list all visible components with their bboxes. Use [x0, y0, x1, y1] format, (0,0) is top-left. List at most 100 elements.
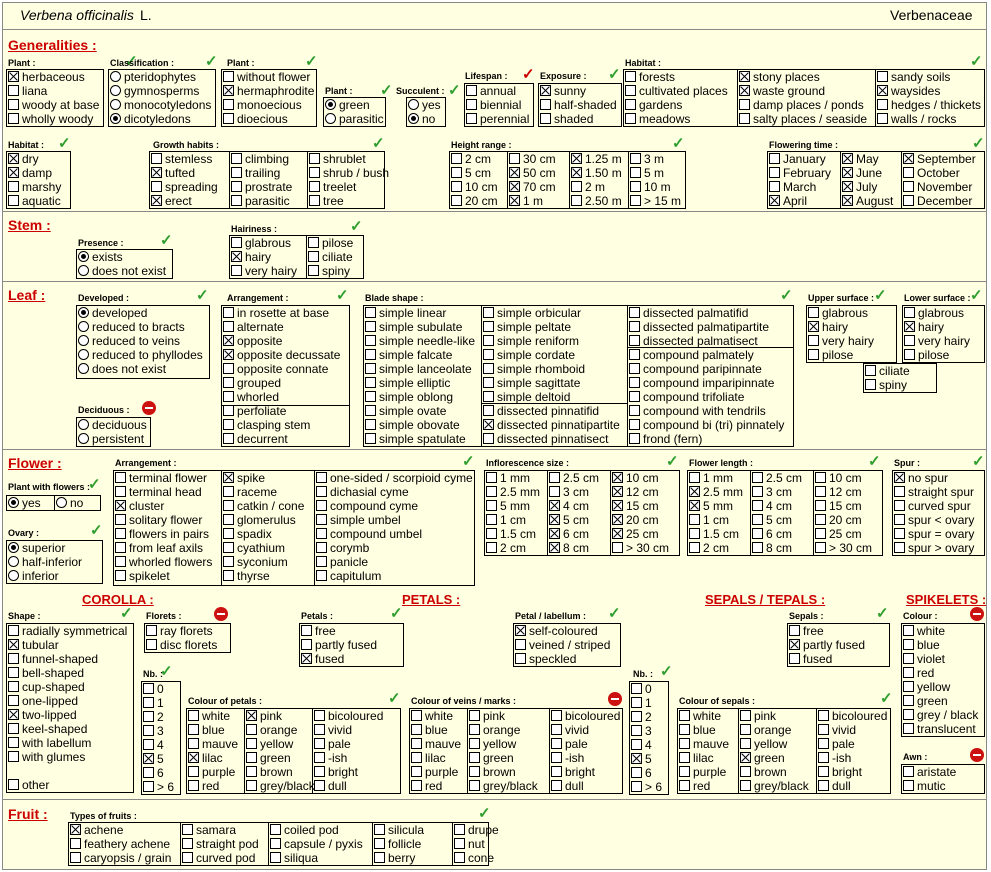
- checkbox-option-fl_length[interactable]: 2.5 cm: [752, 471, 802, 485]
- checkbox-empty-icon[interactable]: [188, 710, 199, 721]
- checkbox-empty-icon[interactable]: [188, 724, 199, 735]
- checkbox-option-leaf_blade[interactable]: frond (fern): [629, 432, 702, 446]
- radio-option-succulent[interactable]: yes: [408, 98, 441, 112]
- checkbox-option-vein_colour[interactable]: blue: [411, 723, 448, 737]
- checkbox-crossed-icon[interactable]: [769, 195, 780, 206]
- checkbox-option-growth[interactable]: erect: [151, 194, 192, 208]
- checkbox-crossed-icon[interactable]: [549, 528, 560, 539]
- checkbox-option-fl_length[interactable]: 15 cm: [815, 499, 862, 513]
- checkbox-crossed-icon[interactable]: [739, 85, 750, 96]
- checkbox-empty-icon[interactable]: [143, 683, 154, 694]
- checkbox-empty-icon[interactable]: [469, 710, 480, 721]
- checkbox-option-sepal_colour[interactable]: green: [740, 751, 785, 765]
- checkbox-empty-icon[interactable]: [8, 653, 19, 664]
- checkbox-empty-icon[interactable]: [625, 85, 636, 96]
- checkbox-option-fruit_types[interactable]: achene: [70, 823, 123, 837]
- checkbox-empty-icon[interactable]: [143, 767, 154, 778]
- checkbox-option-petals_nb[interactable]: 2: [143, 710, 164, 724]
- checkbox-empty-icon[interactable]: [188, 780, 199, 791]
- checkbox-empty-icon[interactable]: [143, 697, 154, 708]
- checkbox-empty-icon[interactable]: [903, 167, 914, 178]
- checkbox-empty-icon[interactable]: [629, 321, 640, 332]
- checkbox-empty-icon[interactable]: [223, 99, 234, 110]
- radio-selected-icon[interactable]: [325, 99, 336, 110]
- checkbox-option-fruit_types[interactable]: capsule / pyxis: [270, 837, 363, 851]
- checkbox-empty-icon[interactable]: [246, 766, 257, 777]
- checkbox-option-spikelet_colour[interactable]: white: [903, 624, 945, 638]
- checkbox-option-leaf_arrangement[interactable]: decurrent: [223, 432, 288, 446]
- checkbox-option-stem_hairiness[interactable]: ciliate: [308, 250, 353, 264]
- checkbox-option-spur[interactable]: spur > ovary: [894, 541, 974, 555]
- checkbox-empty-icon[interactable]: [316, 486, 327, 497]
- checkbox-empty-icon[interactable]: [8, 99, 19, 110]
- checkbox-empty-icon[interactable]: [411, 738, 422, 749]
- checkbox-empty-icon[interactable]: [151, 181, 162, 192]
- checkbox-empty-icon[interactable]: [483, 307, 494, 318]
- checkbox-option-fl_arrangement[interactable]: whorled flowers: [115, 555, 212, 569]
- checkbox-option-sepal_colour[interactable]: grey/black: [740, 779, 809, 793]
- checkbox-empty-icon[interactable]: [223, 433, 234, 444]
- checkbox-option-leaf_blade[interactable]: simple rhomboid: [483, 362, 585, 376]
- checkbox-option-sepal_colour[interactable]: purple: [679, 765, 726, 779]
- checkbox-option-spikelet_colour[interactable]: violet: [903, 652, 945, 666]
- checkbox-empty-icon[interactable]: [630, 153, 641, 164]
- checkbox-empty-icon[interactable]: [483, 405, 494, 416]
- checkbox-option-infl_size[interactable]: 2.5 cm: [549, 471, 599, 485]
- checkbox-option-leaf_blade[interactable]: simple sagittate: [483, 376, 580, 390]
- checkbox-empty-icon[interactable]: [752, 500, 763, 511]
- checkbox-option-petal_labellum[interactable]: speckled: [515, 652, 576, 666]
- checkbox-option-habitat1[interactable]: stony places: [739, 70, 820, 84]
- checkbox-empty-icon[interactable]: [365, 405, 376, 416]
- checkbox-option-fruit_types[interactable]: feathery achene: [70, 837, 170, 851]
- checkbox-option-fl_length[interactable]: 20 cm: [815, 513, 862, 527]
- checkbox-empty-icon[interactable]: [903, 181, 914, 192]
- radio-empty-icon[interactable]: [8, 570, 19, 581]
- checkbox-option-leaf_blade[interactable]: simple needle-like: [365, 334, 475, 348]
- checkbox-empty-icon[interactable]: [551, 710, 562, 721]
- checkbox-empty-icon[interactable]: [739, 99, 750, 110]
- checkbox-crossed-icon[interactable]: [540, 85, 551, 96]
- checkbox-crossed-icon[interactable]: [223, 85, 234, 96]
- checkbox-empty-icon[interactable]: [115, 472, 126, 483]
- checkbox-option-height[interactable]: 2 cm: [451, 152, 491, 166]
- checkbox-empty-icon[interactable]: [231, 195, 242, 206]
- checkbox-option-leaf_blade[interactable]: dissected pinnatipartite: [483, 418, 620, 432]
- checkbox-empty-icon[interactable]: [903, 639, 914, 650]
- checkbox-option-vein_colour[interactable]: dull: [551, 779, 584, 793]
- checkbox-empty-icon[interactable]: [752, 486, 763, 497]
- checkbox-option-fl_arrangement[interactable]: syconium: [223, 555, 288, 569]
- checkbox-empty-icon[interactable]: [223, 528, 234, 539]
- checkbox-empty-icon[interactable]: [625, 99, 636, 110]
- checkbox-empty-icon[interactable]: [540, 99, 551, 110]
- checkbox-option-petal_labellum[interactable]: self-coloured: [515, 624, 598, 638]
- checkbox-option-leaf_blade[interactable]: dissected palmatipartite: [629, 320, 769, 334]
- checkbox-empty-icon[interactable]: [8, 681, 19, 692]
- checkbox-crossed-icon[interactable]: [740, 752, 751, 763]
- checkbox-option-fruit_types[interactable]: caryopsis / grain: [70, 851, 171, 865]
- checkbox-option-fl_length[interactable]: 8 cm: [752, 541, 792, 555]
- checkbox-option-height[interactable]: 1.50 m: [571, 166, 622, 180]
- checkbox-option-sepal_colour[interactable]: blue: [679, 723, 716, 737]
- checkbox-option-sepal_colour[interactable]: dull: [818, 779, 851, 793]
- checkbox-option-fl_arrangement[interactable]: spadix: [223, 527, 272, 541]
- checkbox-option-corolla_shape[interactable]: two-lipped: [8, 708, 77, 722]
- checkbox-option-corolla_shape[interactable]: with labellum: [8, 736, 91, 750]
- checkbox-crossed-icon[interactable]: [612, 528, 623, 539]
- checkbox-empty-icon[interactable]: [451, 153, 462, 164]
- checkbox-empty-icon[interactable]: [115, 570, 126, 581]
- checkbox-empty-icon[interactable]: [903, 667, 914, 678]
- checkbox-option-fl_arrangement[interactable]: capitulum: [316, 569, 381, 583]
- checkbox-option-growth[interactable]: treelet: [309, 180, 356, 194]
- checkbox-empty-icon[interactable]: [629, 363, 640, 374]
- checkbox-option-sepal_colour[interactable]: yellow: [740, 737, 787, 751]
- checkbox-empty-icon[interactable]: [903, 766, 914, 777]
- checkbox-option-flowering[interactable]: October: [903, 166, 960, 180]
- checkbox-option-growth[interactable]: parasitic: [231, 194, 290, 208]
- checkbox-empty-icon[interactable]: [631, 767, 642, 778]
- checkbox-option-leaf_blade[interactable]: simple obovate: [365, 418, 460, 432]
- checkbox-empty-icon[interactable]: [314, 752, 325, 763]
- checkbox-option-growth[interactable]: tree: [309, 194, 344, 208]
- checkbox-option-flowering[interactable]: September: [903, 152, 976, 166]
- checkbox-option-leaf_blade[interactable]: simple linear: [365, 306, 446, 320]
- checkbox-option-fl_length[interactable]: 1 mm: [689, 471, 733, 485]
